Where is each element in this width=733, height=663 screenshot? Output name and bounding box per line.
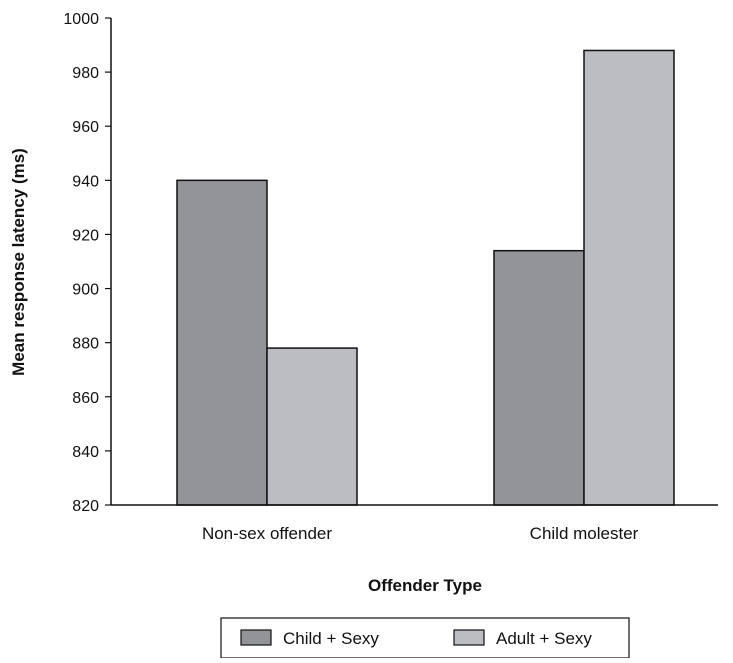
legend-label: Adult + Sexy: [496, 629, 592, 648]
y-tick-label: 1000: [63, 11, 99, 28]
y-tick-label: 820: [72, 498, 99, 515]
y-tick-label: 960: [72, 119, 99, 136]
legend-box: [220, 617, 630, 659]
legend-swatch: [240, 629, 272, 646]
bars-group: [176, 49, 675, 506]
y-tick-label: 920: [72, 227, 99, 244]
bar-child-sexy-child-molester: [493, 249, 585, 506]
legend-label: Child + Sexy: [283, 629, 379, 648]
y-tick-label: 880: [72, 336, 99, 353]
y-tick-label: 840: [72, 444, 99, 461]
bar-adult-sexy-child-molester: [583, 49, 675, 506]
legend: Child + Sexy Adult + Sexy: [220, 617, 630, 659]
y-tick-label: 860: [72, 390, 99, 407]
legend-swatch: [453, 629, 485, 646]
y-tick-label: 900: [72, 282, 99, 299]
y-tick-label: 940: [72, 173, 99, 190]
y-axis-title: Mean response latency (ms): [9, 148, 28, 376]
y-tick-label: 980: [72, 65, 99, 82]
x-category-label: Child molester: [530, 524, 639, 543]
x-ticks-group: Non-sex offender Child molester: [202, 524, 639, 543]
x-category-label: Non-sex offender: [202, 524, 332, 543]
y-ticks-group: 820 840 860 880 900 920 940 960 980 1000: [63, 11, 111, 515]
bar-child-sexy-non-sex-offender: [176, 179, 268, 506]
bar-adult-sexy-non-sex-offender: [266, 347, 358, 506]
x-axis-title: Offender Type: [368, 576, 482, 595]
